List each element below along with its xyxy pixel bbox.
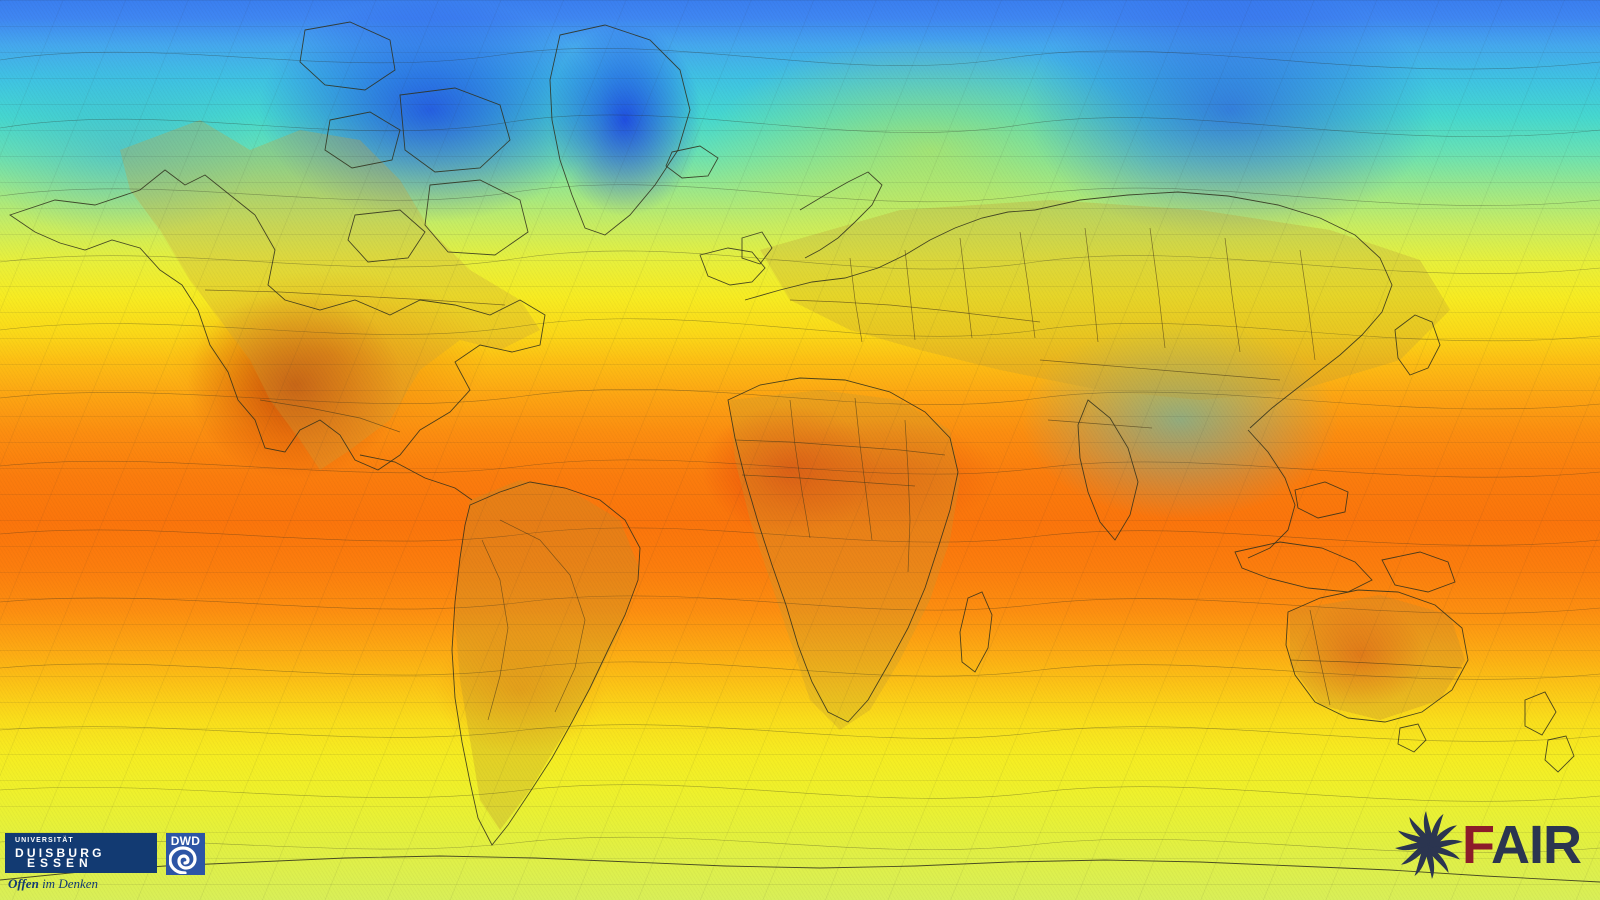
university-tagline-bold: Offen <box>8 876 39 891</box>
fair-logo-letters-air: AIR <box>1491 815 1582 875</box>
fair-logo: FAIR <box>1392 806 1592 884</box>
fair-logo-wordmark: FAIR <box>1462 815 1582 875</box>
spiral-icon <box>169 846 197 874</box>
university-logo-line2: DUISBURG <box>15 846 105 860</box>
university-logo-line1: UNIVERSITÄT <box>15 837 74 844</box>
isotherm-contours <box>0 48 1600 852</box>
university-tagline: Offen im Denken <box>8 876 98 892</box>
dwd-logo-text: DWD <box>170 834 201 848</box>
country-borders <box>205 228 1462 720</box>
university-logo: UNIVERSITÄT DUISBURG ESSEN <box>5 833 157 873</box>
fair-logo-letter-f: F <box>1462 815 1492 875</box>
coastlines <box>0 22 1600 882</box>
university-tagline-rest: im Denken <box>38 876 99 891</box>
university-logo-line3: ESSEN <box>27 856 93 870</box>
pinwheel-swirl-icon <box>1394 810 1464 880</box>
dwd-logo: DWD <box>166 833 205 875</box>
